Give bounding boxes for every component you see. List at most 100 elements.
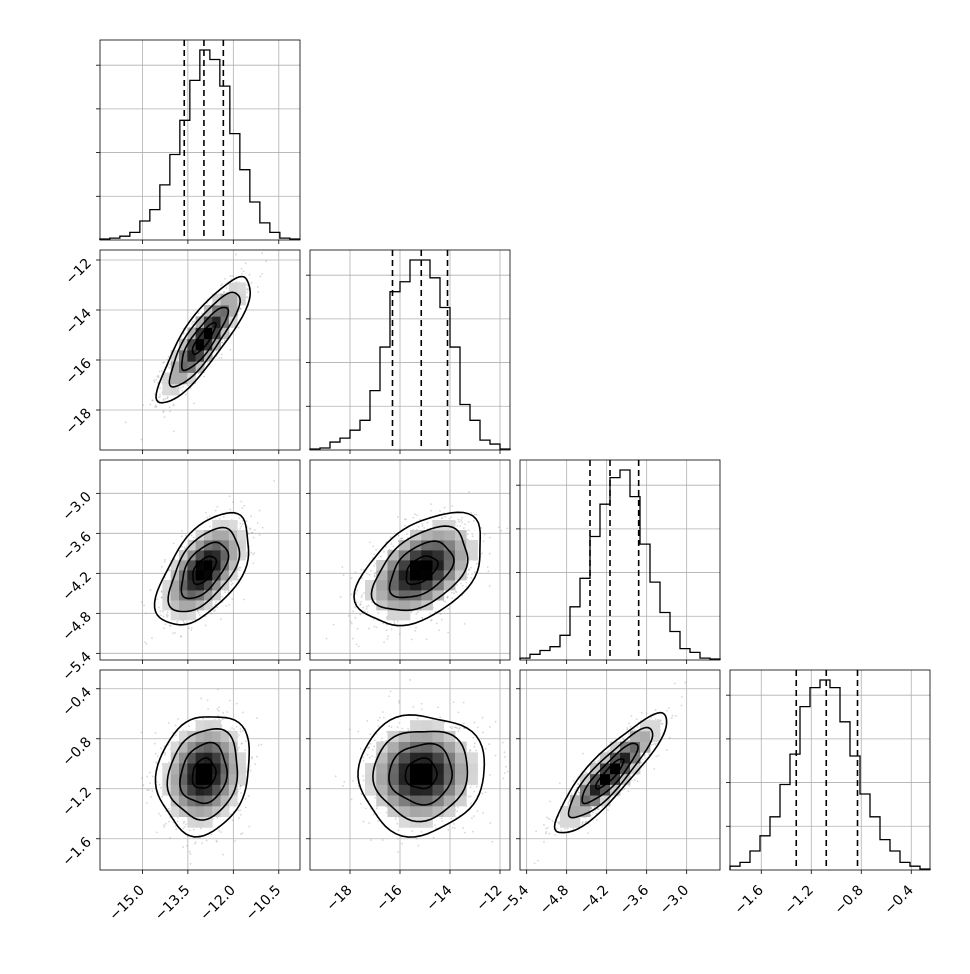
sample-point	[163, 615, 165, 617]
density-cell	[204, 560, 213, 570]
sample-point	[163, 399, 165, 401]
sample-point	[207, 708, 209, 710]
sample-point	[163, 627, 165, 629]
sample-point	[220, 831, 222, 833]
sample-point	[161, 370, 163, 372]
sample-point	[235, 254, 237, 256]
sample-point	[146, 802, 148, 804]
sample-point	[466, 582, 468, 584]
sample-point	[169, 411, 171, 413]
sample-point	[240, 814, 242, 816]
x-tick-label: −10.5	[243, 882, 285, 924]
sample-point	[149, 404, 151, 406]
sample-point	[326, 638, 328, 640]
sample-point	[474, 514, 476, 516]
sample-point	[414, 513, 416, 515]
sample-point	[243, 270, 245, 272]
y-tick-label: −3.0	[59, 489, 94, 524]
sample-point	[249, 274, 251, 276]
sample-point	[169, 406, 171, 408]
sample-point	[206, 840, 208, 842]
sample-point	[238, 747, 240, 749]
sample-point	[459, 525, 461, 527]
sample-point	[348, 615, 350, 617]
sample-point	[498, 527, 500, 529]
density-cell	[466, 540, 478, 550]
sample-point	[251, 532, 253, 534]
density-cell	[171, 373, 180, 385]
sample-point	[467, 573, 469, 575]
sample-point	[436, 622, 438, 624]
sample-point	[373, 553, 375, 555]
sample-point	[209, 526, 211, 528]
sample-point	[360, 569, 362, 571]
sample-point	[261, 252, 263, 254]
density-cell	[399, 600, 411, 610]
sample-point	[361, 594, 363, 596]
sample-point	[463, 527, 465, 529]
density-cell	[433, 520, 445, 530]
sample-point	[484, 534, 486, 536]
sample-point	[242, 523, 244, 525]
sample-point	[343, 574, 345, 576]
sample-point	[386, 618, 388, 620]
sample-point	[165, 823, 167, 825]
sample-point	[470, 567, 472, 569]
sample-point	[464, 523, 466, 525]
sample-point	[229, 349, 231, 351]
sample-point	[421, 523, 423, 525]
sample-point	[386, 616, 388, 618]
y-tick-label: −14	[63, 305, 95, 337]
sample-point	[373, 626, 375, 628]
sample-point	[159, 396, 161, 398]
sample-point	[464, 623, 466, 625]
density-layer	[125, 252, 267, 440]
sample-point	[163, 361, 165, 363]
sample-point	[197, 610, 199, 612]
sample-point	[170, 625, 172, 627]
sample-point	[160, 614, 162, 616]
sample-point	[439, 510, 441, 512]
sample-point	[460, 583, 462, 585]
sample-point	[355, 617, 357, 619]
sample-point	[195, 841, 197, 843]
y-tick-label: −1.2	[59, 784, 94, 819]
sample-point	[206, 517, 208, 519]
sample-point	[247, 297, 249, 299]
sample-point	[506, 528, 508, 530]
density-cell	[179, 580, 188, 590]
density-cell	[399, 570, 411, 580]
y-tick-label: −4.2	[59, 569, 94, 604]
sample-point	[461, 517, 463, 519]
sample-point	[448, 518, 450, 520]
sample-point	[444, 601, 446, 603]
sample-point	[155, 379, 157, 381]
sample-point	[216, 506, 218, 508]
sample-point	[193, 537, 195, 539]
sample-point	[468, 569, 470, 571]
sample-point	[186, 621, 188, 623]
sample-point	[470, 577, 472, 579]
sample-point	[458, 519, 460, 521]
sample-point	[262, 527, 264, 529]
sample-point	[377, 612, 379, 614]
sample-point	[243, 599, 245, 601]
sample-point	[154, 381, 156, 383]
sample-point	[183, 622, 185, 624]
sample-point	[458, 521, 460, 523]
sample-point	[414, 630, 416, 632]
sample-point	[218, 357, 220, 359]
sample-point	[240, 308, 242, 310]
sample-point	[240, 567, 242, 569]
sample-point	[169, 364, 171, 366]
sample-point	[192, 321, 194, 323]
x-tick-label: −0.8	[832, 882, 867, 917]
sample-point	[253, 537, 255, 539]
sample-point	[185, 394, 187, 396]
sample-point	[416, 514, 418, 516]
sample-point	[180, 387, 182, 389]
sample-point	[175, 828, 177, 830]
sample-point	[157, 375, 159, 377]
sample-point	[213, 610, 215, 612]
